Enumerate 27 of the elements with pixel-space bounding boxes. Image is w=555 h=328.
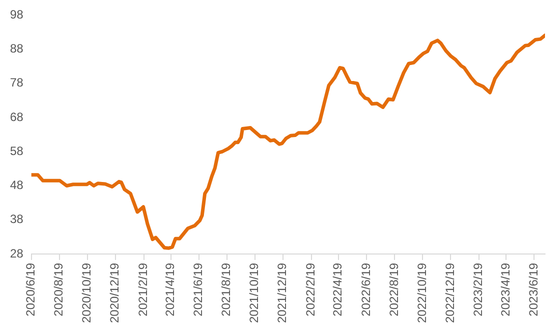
- x-tick-label: 2021/8/19: [219, 262, 234, 316]
- y-tick-label: 38: [10, 212, 24, 226]
- y-tick-label: 28: [10, 246, 24, 260]
- x-tick-label: 2020/6/19: [24, 262, 38, 316]
- x-tick-label: 2021/12/19: [275, 262, 290, 324]
- x-tick-label: 2023/4/19: [498, 262, 512, 316]
- x-tick-label: 2021/6/19: [191, 262, 206, 316]
- y-tick-label: 98: [10, 8, 24, 22]
- x-tick-label: 2022/4/19: [330, 262, 345, 316]
- x-tick-label: 2023/2/19: [471, 262, 486, 316]
- x-tick-label: 2022/2/19: [304, 262, 318, 316]
- y-tick-label: 68: [10, 110, 24, 124]
- x-tick-label: 2022/8/19: [386, 262, 401, 316]
- x-tick-label: 2022/10/19: [414, 262, 429, 324]
- y-tick-label: 88: [10, 42, 24, 56]
- x-tick-label: 2023/6/19: [526, 262, 540, 316]
- x-tick-label: 2020/12/19: [108, 262, 122, 324]
- x-tick-label: 2022/6/19: [358, 262, 373, 316]
- y-tick-label: 58: [10, 144, 24, 158]
- x-tick-label: 2020/8/19: [52, 262, 66, 316]
- x-tick-label: 2022/12/19: [442, 262, 457, 324]
- x-tick-label: 2021/2/19: [136, 262, 150, 316]
- x-tick-label: 2020/10/19: [80, 262, 94, 324]
- y-tick-label: 78: [10, 76, 24, 90]
- x-tick-label: 2021/10/19: [247, 262, 262, 324]
- y-tick-label: 48: [10, 178, 24, 192]
- x-tick-label: 2021/4/19: [163, 262, 178, 316]
